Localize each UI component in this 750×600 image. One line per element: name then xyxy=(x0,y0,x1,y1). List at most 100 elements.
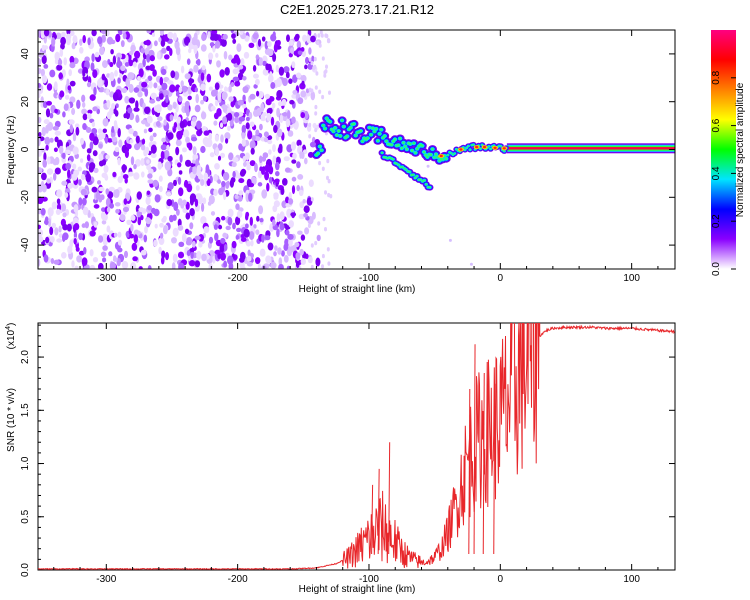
noise-speckle xyxy=(54,227,59,236)
signal-blob xyxy=(498,145,500,147)
noise-speckle xyxy=(54,108,58,114)
noise-speckle xyxy=(68,69,72,77)
noise-speckle xyxy=(295,252,301,260)
signal-blob xyxy=(412,173,415,176)
noise-speckle xyxy=(77,68,84,74)
noise-speckle xyxy=(272,144,276,153)
noise-speckle xyxy=(78,232,83,241)
noise-speckle xyxy=(308,179,314,187)
noise-speckle xyxy=(80,188,87,196)
noise-speckle xyxy=(133,234,138,244)
noise-speckle xyxy=(269,107,273,114)
signal-blob xyxy=(427,186,430,189)
signal-blob xyxy=(339,134,342,138)
noise-speckle xyxy=(93,198,98,204)
signal-blob xyxy=(423,179,426,182)
noise-speckle xyxy=(89,264,96,269)
signal-blob xyxy=(405,148,409,151)
noise-speckle xyxy=(108,251,113,257)
noise-speckle xyxy=(98,186,105,192)
noise-speckle xyxy=(114,202,121,207)
noise-speckle xyxy=(126,219,132,225)
signal-blob xyxy=(465,146,468,149)
snr-y-multiplier: (x104) xyxy=(5,323,17,350)
noise-speckle xyxy=(303,213,308,218)
noise-speckle xyxy=(149,55,155,62)
noise-speckle xyxy=(130,156,135,166)
noise-speckle xyxy=(219,69,225,78)
noise-speckle xyxy=(64,94,70,100)
snr-x-tick-label: -300 xyxy=(96,574,116,585)
noise-speckle xyxy=(40,208,46,216)
noise-speckle xyxy=(74,123,80,128)
noise-speckle xyxy=(92,257,99,263)
noise-speckle xyxy=(97,36,103,45)
noise-speckle xyxy=(292,89,298,95)
noise-speckle xyxy=(124,62,130,67)
noise-speckle xyxy=(260,248,264,257)
signal-blob xyxy=(467,145,470,147)
noise-speckle xyxy=(318,43,322,48)
noise-speckle xyxy=(317,221,321,226)
noise-speckle xyxy=(159,76,164,86)
noise-speckle xyxy=(209,152,215,158)
noise-speckle xyxy=(158,246,162,255)
noise-speckle xyxy=(294,124,299,130)
noise-speckle xyxy=(310,243,314,248)
noise-speckle xyxy=(198,234,205,242)
noise-speckle xyxy=(133,107,140,112)
noise-speckle xyxy=(224,86,228,92)
noise-speckle xyxy=(214,249,221,255)
noise-speckle xyxy=(274,245,278,251)
noise-speckle xyxy=(54,120,61,128)
noise-speckle xyxy=(214,163,220,170)
noise-speckle xyxy=(175,46,181,56)
noise-speckle xyxy=(232,157,239,163)
noise-speckle xyxy=(321,253,325,259)
noise-speckle xyxy=(257,38,262,47)
signal-blob xyxy=(380,128,383,131)
noise-speckle xyxy=(321,56,325,61)
signal-blob xyxy=(366,136,370,140)
noise-speckle xyxy=(109,71,115,80)
noise-speckle xyxy=(194,104,201,113)
noise-speckle xyxy=(38,224,42,230)
noise-speckle xyxy=(81,94,86,103)
noise-speckle xyxy=(104,174,109,181)
noise-speckle xyxy=(107,138,113,143)
signal-blob xyxy=(425,183,428,186)
signal-blob xyxy=(386,157,389,160)
noise-speckle xyxy=(176,116,182,123)
snr-x-axis: -300 -200 -100 0 100 xyxy=(53,323,659,585)
noise-speckle xyxy=(238,178,245,184)
noise-speckle xyxy=(137,75,141,82)
noise-speckle xyxy=(47,207,54,217)
noise-speckle xyxy=(58,225,62,233)
noise-speckle xyxy=(315,71,319,76)
noise-speckle xyxy=(86,113,92,120)
noise-speckle xyxy=(71,42,76,50)
noise-speckle xyxy=(161,47,167,54)
noise-speckle xyxy=(192,146,197,155)
noise-speckle xyxy=(166,191,172,197)
noise-speckle xyxy=(161,137,167,143)
noise-speckle xyxy=(179,121,185,129)
signal-blob xyxy=(340,119,344,122)
noise-speckle xyxy=(191,136,198,142)
noise-speckle xyxy=(286,208,292,218)
noise-speckle xyxy=(208,262,213,269)
noise-speckle xyxy=(246,178,252,188)
noise-speckle xyxy=(296,161,301,169)
noise-speckle xyxy=(249,121,255,127)
noise-speckle xyxy=(255,54,260,60)
noise-speckle xyxy=(200,178,205,186)
noise-speckle xyxy=(189,260,196,267)
noise-speckle xyxy=(276,228,280,238)
noise-speckle xyxy=(201,65,206,71)
noise-speckle xyxy=(295,72,302,79)
noise-speckle xyxy=(64,149,71,155)
noise-speckle xyxy=(266,182,270,192)
noise-speckle xyxy=(146,115,153,124)
spectrogram-y-tick-label: 20 xyxy=(20,96,31,108)
noise-speckle xyxy=(321,94,325,100)
